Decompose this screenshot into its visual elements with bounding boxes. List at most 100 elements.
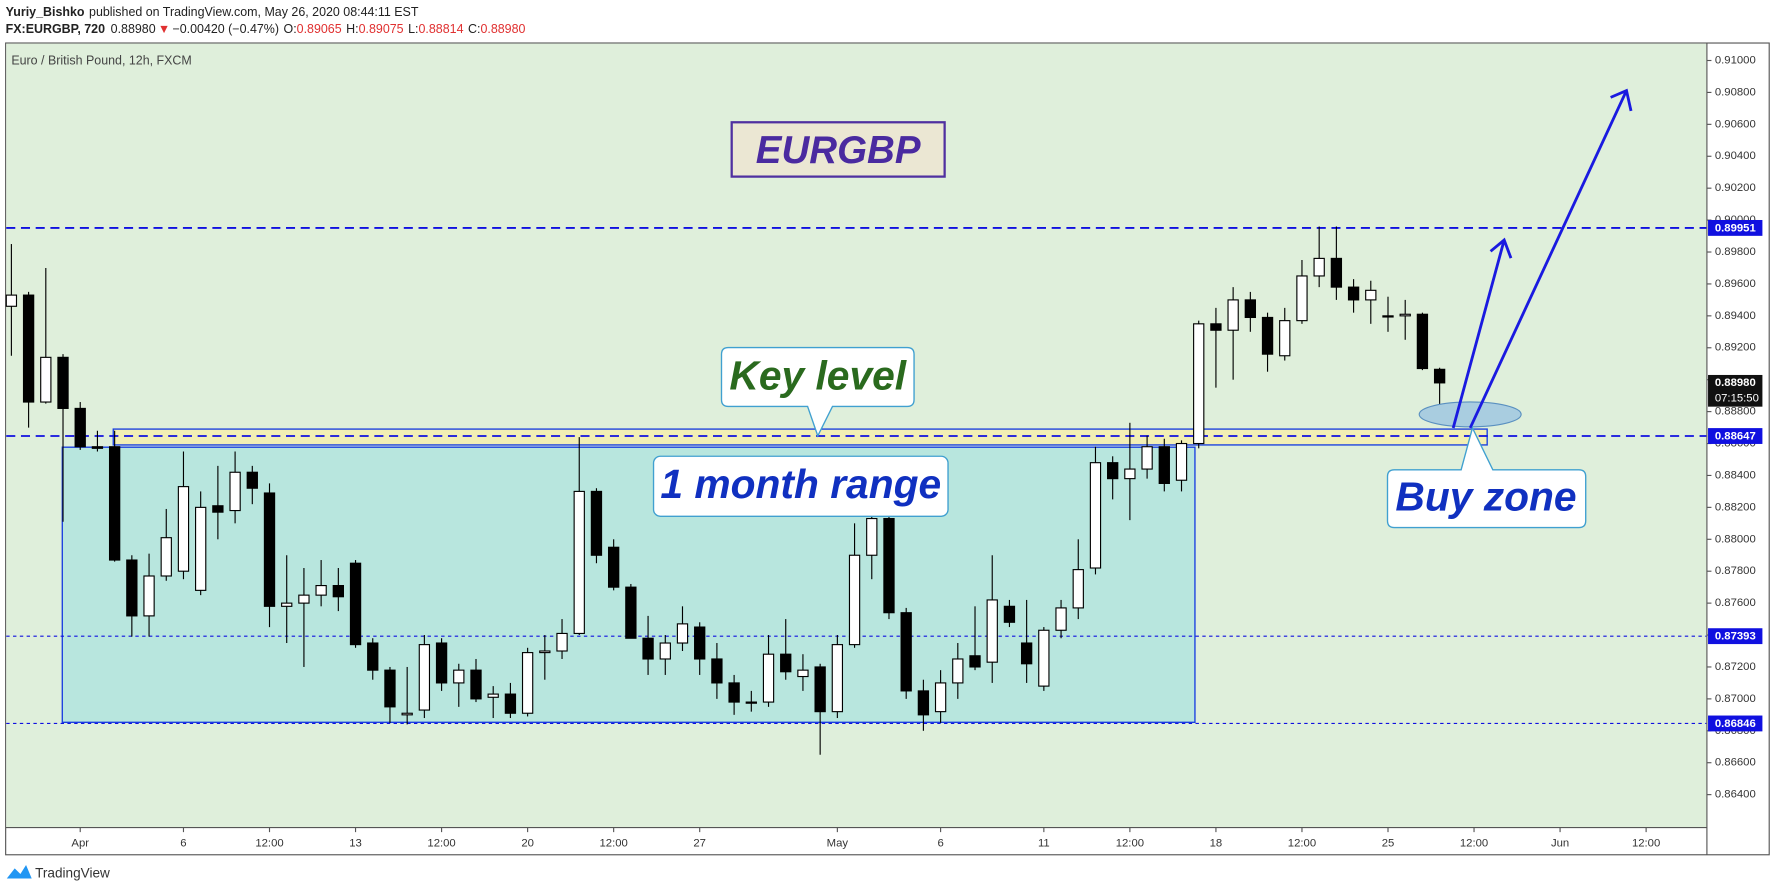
c-value: 0.88980: [480, 22, 525, 36]
symbol: FX:EURGBP, 720: [6, 22, 105, 36]
x-tick-label: 13: [349, 837, 362, 849]
candle-body: [745, 701, 757, 704]
candle-body: [1072, 569, 1084, 609]
candle-body: [418, 644, 431, 711]
y-tick-label: 0.91000: [1715, 54, 1756, 66]
last-price: 0.88980: [111, 22, 156, 36]
candle-body: [521, 652, 534, 714]
candle-body: [1158, 446, 1170, 484]
y-tick-label: 0.89600: [1715, 278, 1756, 290]
candle-body: [332, 585, 344, 598]
level-label: 0.87393: [1715, 631, 1756, 643]
header-line-2: FX:EURGBP, 720 0.88980 ▼ −0.00420 (−0.47%) O…: [6, 22, 526, 36]
countdown: 07:15:50: [1715, 393, 1759, 405]
candle-body: [1175, 442, 1188, 481]
y-tick-label: 0.87000: [1715, 693, 1756, 705]
y-tick-label: 0.90200: [1715, 182, 1756, 194]
x-tick-label: 12:00: [1632, 837, 1660, 849]
arrow-long: [1468, 88, 1633, 429]
candle-body: [814, 666, 826, 713]
y-tick-label: 0.87200: [1715, 661, 1756, 673]
o-value: 0.89065: [297, 22, 342, 36]
x-tick-label: 27: [693, 837, 706, 849]
level-badge: [1708, 219, 1763, 236]
candle-body: [143, 575, 155, 617]
candle-body: [728, 682, 740, 703]
l-value: 0.88814: [419, 22, 464, 36]
candle-body: [315, 585, 327, 596]
level-label: 0.89951: [1715, 222, 1756, 234]
published: published on TradingView.com, May 26, 20…: [89, 5, 419, 19]
candle-body: [263, 492, 276, 607]
candle-body: [212, 505, 224, 513]
candle-body: [917, 690, 930, 716]
candle-body: [1193, 323, 1205, 445]
symbol-box: [730, 121, 946, 178]
candle-body: [22, 294, 35, 403]
x-tick-label: 6: [180, 837, 186, 849]
h-value: 0.89075: [359, 22, 404, 36]
down-arrow: ▼: [158, 22, 170, 36]
x-tick-label: 12:00: [1288, 837, 1316, 849]
candle-body: [435, 642, 448, 684]
candle-body: [126, 559, 138, 617]
x-tick-label: 11: [1038, 837, 1050, 849]
candle-body: [5, 294, 18, 307]
level-badge: [1708, 428, 1763, 444]
candle-body: [642, 637, 654, 660]
candle-body: [539, 650, 551, 654]
candle-body: [1279, 320, 1291, 357]
candle-body: [1296, 275, 1308, 322]
candle-body: [384, 669, 396, 708]
candle-body: [625, 586, 637, 639]
candle-body: [762, 653, 775, 703]
candle-body: [40, 356, 52, 403]
x-tick-label: 12:00: [1460, 837, 1488, 849]
candle-body: [694, 626, 706, 660]
y-tick-label: 0.90800: [1715, 86, 1756, 98]
range-annotation: 1 month range: [660, 461, 941, 507]
y-tick-label: 0.89800: [1715, 246, 1756, 258]
arrow-short: [1451, 237, 1513, 429]
range-callout: [652, 455, 949, 517]
buy-zone-annotation: Buy zone: [1395, 474, 1576, 520]
current-label: 0.88980: [1715, 377, 1756, 389]
level-badge: [1708, 628, 1763, 645]
level-label: 0.86846: [1715, 718, 1756, 730]
candle-body: [1244, 299, 1257, 319]
candle-body: [831, 644, 844, 713]
candle-body: [866, 517, 878, 556]
y-tick-label: 0.88200: [1715, 501, 1756, 513]
candle-body: [848, 554, 861, 646]
x-tick-label: 12:00: [599, 837, 627, 849]
o-label: O:: [284, 22, 297, 36]
candle-body: [401, 712, 413, 716]
candle-body: [1020, 642, 1033, 665]
x-tick-label: 25: [1382, 837, 1395, 849]
author: Yuriy_Bishko: [6, 5, 85, 19]
candle-body: [900, 612, 912, 692]
candle-body: [160, 537, 172, 577]
symbol-annotation: EURGBP: [756, 129, 921, 172]
c-label: C:: [468, 22, 480, 36]
y-tick-label: 0.89200: [1715, 342, 1756, 354]
candle-body: [1382, 315, 1394, 318]
candle-body: [1365, 289, 1377, 301]
candle-body: [1330, 257, 1343, 288]
candle-body: [246, 471, 258, 489]
y-tick-label: 0.86400: [1715, 789, 1756, 801]
candle-body: [1416, 313, 1429, 370]
candle-body: [367, 642, 379, 671]
range-box: [61, 446, 1196, 723]
candle-body: [590, 490, 603, 556]
candle-body: [91, 446, 104, 449]
candle-body: [57, 356, 69, 409]
candle-body: [298, 594, 310, 604]
candle-body: [1141, 446, 1153, 470]
candle-body: [1433, 368, 1446, 384]
y-tick-label: 0.87600: [1715, 597, 1756, 609]
y-tick-label: 0.88000: [1715, 533, 1756, 545]
candle-body: [1055, 607, 1067, 631]
x-tick-label: 18: [1210, 837, 1223, 849]
